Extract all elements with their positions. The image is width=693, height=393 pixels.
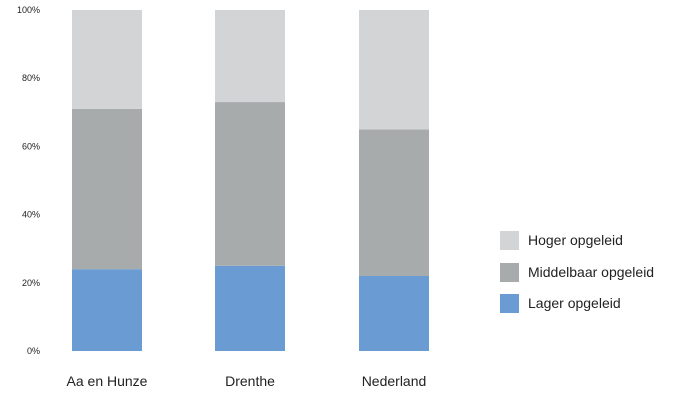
x-category-label: Nederland <box>362 373 427 389</box>
y-axis: 0% 20% 40% 60% 80% 100% <box>17 5 40 356</box>
x-category-label: Drenthe <box>225 373 275 389</box>
legend-swatch <box>500 263 519 282</box>
x-axis: Aa en Hunze Drenthe Nederland <box>67 373 427 389</box>
legend-swatch <box>500 294 519 313</box>
bar-segment-middelbaar <box>215 102 285 266</box>
bar-segment-lager <box>359 275 429 351</box>
legend-swatch <box>500 231 519 250</box>
bar-segment-hoger <box>359 10 429 130</box>
y-tick-label: 80% <box>22 73 40 83</box>
bars <box>72 10 429 351</box>
legend-label: Hoger opgeleid <box>528 232 623 248</box>
y-tick-label: 60% <box>22 141 40 151</box>
bar-segment-lager <box>215 265 285 351</box>
bar-segment-middelbaar <box>359 129 429 276</box>
y-tick-label: 40% <box>22 210 40 220</box>
legend-label: Middelbaar opgeleid <box>528 264 654 280</box>
y-tick-label: 0% <box>27 346 40 356</box>
bar-segment-hoger <box>215 10 285 103</box>
bar-segment-hoger <box>72 10 142 109</box>
bar-segment-lager <box>72 269 142 351</box>
y-tick-label: 100% <box>17 5 40 15</box>
x-category-label: Aa en Hunze <box>67 373 148 389</box>
y-tick-label: 20% <box>22 278 40 288</box>
legend: Hoger opgeleid Middelbaar opgeleid Lager o… <box>500 231 654 313</box>
bar-segment-middelbaar <box>72 108 142 270</box>
legend-label: Lager opgeleid <box>528 295 621 311</box>
